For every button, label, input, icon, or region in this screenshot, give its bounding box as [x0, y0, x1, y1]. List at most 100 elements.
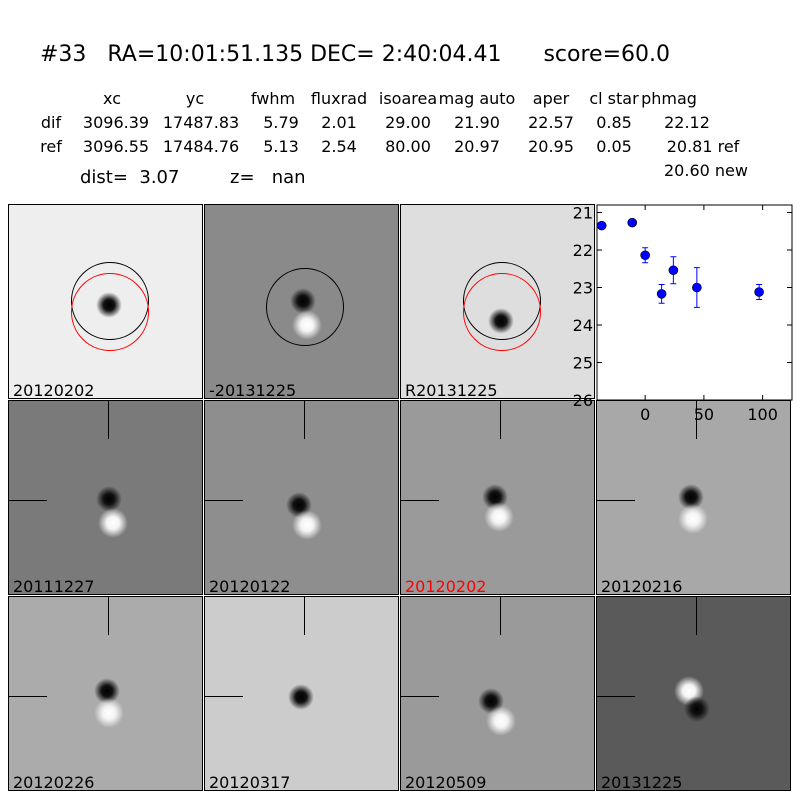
z-value: z= nan	[230, 167, 306, 188]
table-cell: 29.00	[385, 113, 431, 132]
x-tick-label: 50	[694, 405, 714, 424]
y-tick-label: 24	[573, 316, 593, 335]
crosshair-line	[108, 597, 109, 635]
crosshair-line	[304, 401, 305, 439]
reference-aperture-circle	[463, 273, 541, 351]
table-cell: 2.01	[321, 113, 357, 132]
panel-date-label: 20120226	[13, 773, 95, 791]
data-point	[754, 287, 764, 297]
residual-blob	[94, 698, 124, 728]
crosshair-line	[500, 597, 501, 635]
cutout-panel: 20120202	[8, 204, 203, 399]
panel-date-label: 20120216	[601, 577, 683, 595]
cutout-panel: 20131225	[596, 596, 791, 791]
plot-area	[596, 204, 793, 401]
table-cell: 2.54	[321, 137, 357, 156]
table-cell: 20.95	[528, 137, 574, 156]
aperture-circle	[266, 268, 344, 346]
table-cell: 5.79	[263, 113, 299, 132]
table-cell: 22.12	[664, 113, 710, 132]
source-blob	[684, 696, 710, 722]
cutout-panel: -20131225	[204, 204, 399, 399]
y-tick-label: 22	[573, 241, 593, 260]
panel-date-label: R20131225	[405, 381, 498, 399]
cutout-panel: 20120226	[8, 596, 203, 791]
crosshair-line	[108, 401, 109, 439]
light-curve-plot: 21 22 23 24 25 26 0 50 100	[573, 204, 793, 424]
data-point	[596, 220, 607, 231]
figure-title: #33 RA=10:01:51.135 DEC= 2:40:04.41 scor…	[40, 42, 670, 67]
panel-date-label: 20120122	[209, 577, 291, 595]
residual-blob	[98, 508, 128, 538]
data-point	[668, 265, 679, 276]
y-tick-label: 23	[573, 279, 593, 298]
column-header: cl star	[589, 89, 639, 108]
crosshair-line	[401, 696, 439, 697]
table-cell: 17484.76	[162, 137, 240, 156]
column-header: fluxrad	[310, 89, 368, 108]
dist-value: dist= 3.07	[80, 167, 180, 188]
residual-blob	[292, 510, 322, 540]
residual-blob	[678, 504, 708, 534]
table-cell: 21.90	[454, 113, 500, 132]
crosshair-line	[401, 500, 439, 501]
reference-aperture-circle	[71, 273, 149, 351]
panel-date-label: 20120202	[13, 381, 95, 399]
y-tick-label: 21	[573, 204, 593, 223]
cutout-panel: 20120509	[400, 596, 595, 791]
crosshair-line	[696, 597, 697, 635]
row-label: ref	[40, 137, 62, 156]
panel-date-label: 20120317	[209, 773, 291, 791]
table-cell: 3096.55	[82, 137, 150, 156]
cutout-panel: 20120317	[204, 596, 399, 791]
table-cell: 0.05	[596, 137, 632, 156]
panel-date-label: 20131225	[601, 773, 683, 791]
panel-date-label: 20120202	[405, 577, 487, 595]
table-cell: 22.57	[528, 113, 574, 132]
residual-blob	[484, 502, 514, 532]
table-cell: 0.85	[596, 113, 632, 132]
column-header: xc	[103, 89, 121, 108]
y-tick-label: 26	[573, 391, 593, 410]
y-tick-label: 25	[573, 354, 593, 373]
crosshair-line	[304, 597, 305, 635]
column-header: yc	[185, 89, 205, 108]
cutout-panel: 20111227	[8, 400, 203, 595]
column-header: aper	[532, 89, 570, 108]
crosshair-line	[9, 696, 47, 697]
x-tick-label: 100	[747, 405, 778, 424]
table-cell: 20.97	[454, 137, 500, 156]
data-point	[692, 282, 702, 293]
column-header: mag auto	[438, 89, 516, 108]
table-cell: 17487.83	[162, 113, 240, 132]
x-tick-label: 0	[640, 405, 650, 424]
crosshair-line	[9, 500, 47, 501]
column-header: phmag	[641, 89, 697, 108]
cutout-panel: 20120122	[204, 400, 399, 595]
panel-date-label: 20120509	[405, 773, 487, 791]
residual-blob	[486, 706, 516, 736]
crosshair-line	[597, 500, 635, 501]
column-header: isoarea	[378, 89, 438, 108]
row-label: dif	[40, 113, 62, 132]
table-cell: 5.13	[263, 137, 299, 156]
cutout-panel: 20120216	[596, 400, 791, 595]
crosshair-line	[597, 696, 635, 697]
panel-date-label: 20111227	[13, 577, 95, 595]
data-point	[627, 217, 638, 228]
source-blob	[96, 486, 122, 512]
cutout-panel: R20131225	[400, 204, 595, 399]
cutout-panel: 20120202	[400, 400, 595, 595]
crosshair-line	[205, 696, 243, 697]
table-cell: 3096.39	[82, 113, 150, 132]
table-cell: 20.81 ref	[666, 137, 740, 156]
crosshair-line	[696, 401, 697, 439]
data-point	[656, 289, 667, 299]
table-cell: 80.00	[385, 137, 431, 156]
crosshair-line	[205, 500, 243, 501]
new-phmag: 20.60 new	[664, 161, 748, 180]
column-header: fwhm	[250, 89, 296, 108]
crosshair-line	[500, 401, 501, 439]
source-blob	[288, 684, 314, 710]
